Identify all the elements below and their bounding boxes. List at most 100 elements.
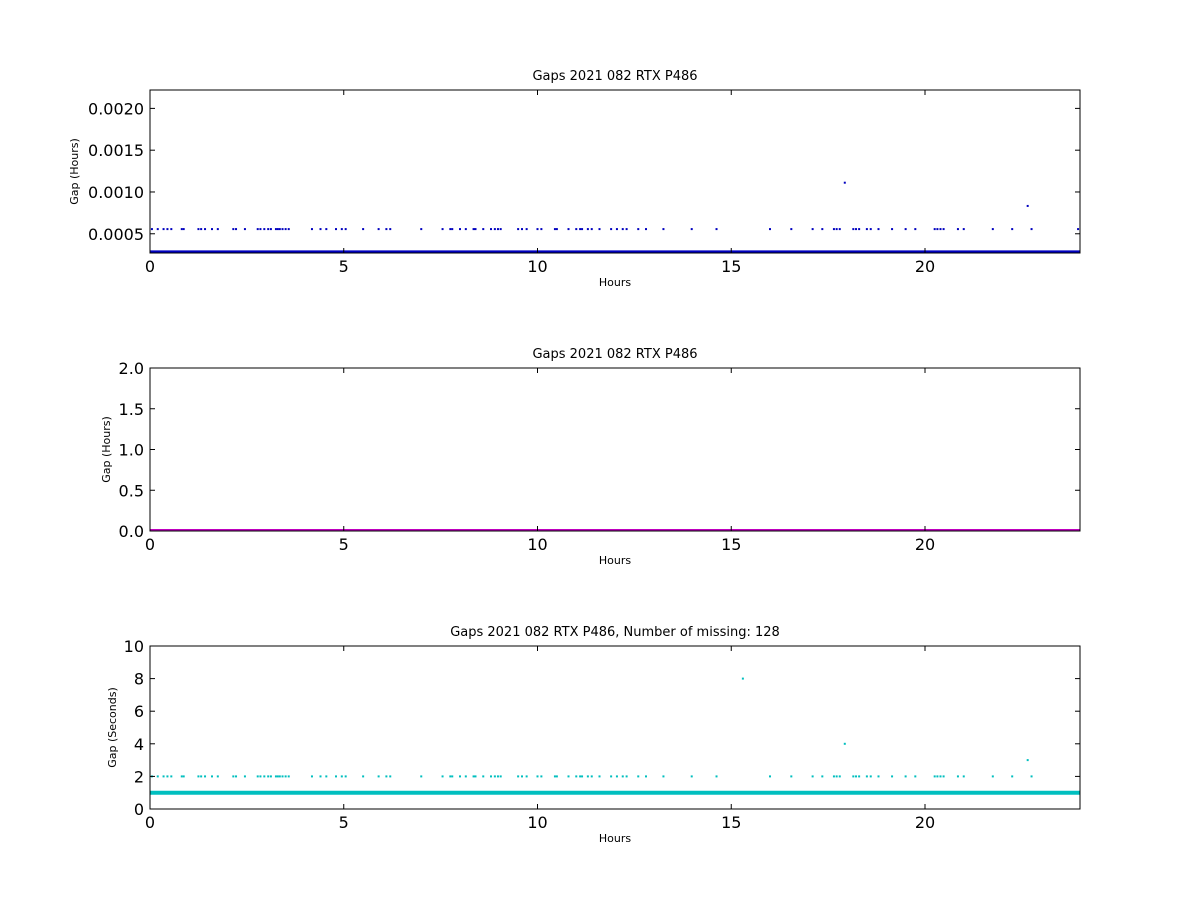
x-tick-label: 15 xyxy=(721,813,741,832)
data-point xyxy=(581,228,584,231)
data-point xyxy=(715,228,718,231)
data-point xyxy=(335,228,337,231)
x-axis-label: Hours xyxy=(599,276,631,289)
data-point xyxy=(579,228,582,231)
data-point xyxy=(852,775,855,778)
data-point xyxy=(936,775,939,778)
data-point xyxy=(284,228,287,231)
data-point xyxy=(267,228,270,231)
data-point xyxy=(690,775,693,778)
data-point xyxy=(200,775,203,778)
data-point xyxy=(936,228,939,231)
y-tick-label: 0 xyxy=(134,800,144,819)
x-tick-label: 0 xyxy=(145,535,155,554)
y-axis-label: Gap (Hours) xyxy=(68,138,81,205)
y-tick-label: 10 xyxy=(124,637,144,656)
data-point xyxy=(555,775,558,778)
data-point xyxy=(449,228,452,231)
data-point xyxy=(259,775,262,778)
data-point xyxy=(287,775,290,778)
data-point xyxy=(377,228,380,231)
data-point xyxy=(877,228,880,231)
data-point xyxy=(590,775,593,778)
data-point xyxy=(821,228,824,231)
y-tick-label: 0.0010 xyxy=(88,183,144,202)
y-tick-label: 0.0 xyxy=(119,522,144,541)
data-point xyxy=(278,775,281,778)
data-point xyxy=(838,228,841,231)
data-point xyxy=(869,775,872,778)
data-point xyxy=(340,775,343,778)
data-point xyxy=(162,775,165,778)
data-point xyxy=(451,775,454,778)
data-point xyxy=(256,228,259,231)
data-point xyxy=(811,775,814,778)
data-point xyxy=(211,228,213,231)
data-point xyxy=(615,775,618,778)
data-point xyxy=(362,228,365,231)
y-tick-label: 1.5 xyxy=(119,400,144,419)
data-point xyxy=(211,775,213,778)
data-point xyxy=(216,775,219,778)
data-point xyxy=(263,228,266,231)
data-point xyxy=(180,228,183,231)
data-point xyxy=(741,677,744,680)
x-tick-label: 15 xyxy=(721,257,741,276)
data-point xyxy=(869,228,872,231)
data-point xyxy=(832,228,835,231)
data-point xyxy=(325,775,328,778)
x-tick-label: 10 xyxy=(527,535,547,554)
data-point xyxy=(235,228,238,231)
data-point xyxy=(263,775,266,778)
data-point xyxy=(858,775,861,778)
data-point xyxy=(586,228,589,231)
data-point xyxy=(1026,759,1029,762)
x-tick-label: 20 xyxy=(915,813,935,832)
x-tick-label: 5 xyxy=(339,535,349,554)
data-point xyxy=(610,228,613,231)
data-point xyxy=(493,228,496,231)
y-tick-label: 6 xyxy=(134,702,144,721)
data-point xyxy=(269,228,272,231)
data-point xyxy=(843,181,846,184)
data-point xyxy=(933,775,936,778)
data-point xyxy=(267,775,270,778)
data-point xyxy=(1011,775,1014,778)
y-tick-label: 0.0005 xyxy=(88,225,144,244)
data-point xyxy=(790,228,793,231)
data-point xyxy=(200,228,203,231)
data-point xyxy=(281,228,284,231)
data-point xyxy=(441,228,444,231)
y-tick-label: 4 xyxy=(134,735,144,754)
data-point xyxy=(464,228,467,231)
data-point xyxy=(310,775,313,778)
data-point xyxy=(232,775,235,778)
data-point xyxy=(1011,228,1014,231)
data-point xyxy=(942,775,945,778)
y-tick-label: 2 xyxy=(134,767,144,786)
x-tick-label: 20 xyxy=(915,257,935,276)
data-point xyxy=(835,775,838,778)
data-point xyxy=(991,228,994,231)
data-point xyxy=(843,742,846,745)
data-point xyxy=(319,775,322,778)
data-point xyxy=(956,775,959,778)
data-point xyxy=(598,228,601,231)
data-point xyxy=(933,228,936,231)
data-point xyxy=(472,228,475,231)
plot-data xyxy=(150,677,1080,795)
data-point xyxy=(832,775,835,778)
data-point xyxy=(567,775,570,778)
chart-2: 0 5 10 15 20 0.0 0.5 1.0 1.5 2.0 Gaps 2021 082 RTX… xyxy=(100,347,1081,567)
data-point xyxy=(536,228,539,231)
x-tick-label: 10 xyxy=(527,813,547,832)
data-point xyxy=(540,228,543,231)
chart-title: Gaps 2021 082 RTX P486 xyxy=(532,69,697,84)
data-point xyxy=(420,775,423,778)
chart-1: 0 5 10 15 20 0.0005 0.0010 0.0015 0.0020 Gaps 202… xyxy=(68,69,1081,289)
data-point xyxy=(590,228,593,231)
data-point xyxy=(891,775,894,778)
data-point xyxy=(150,228,153,231)
x-tick-label: 0 xyxy=(145,257,155,276)
